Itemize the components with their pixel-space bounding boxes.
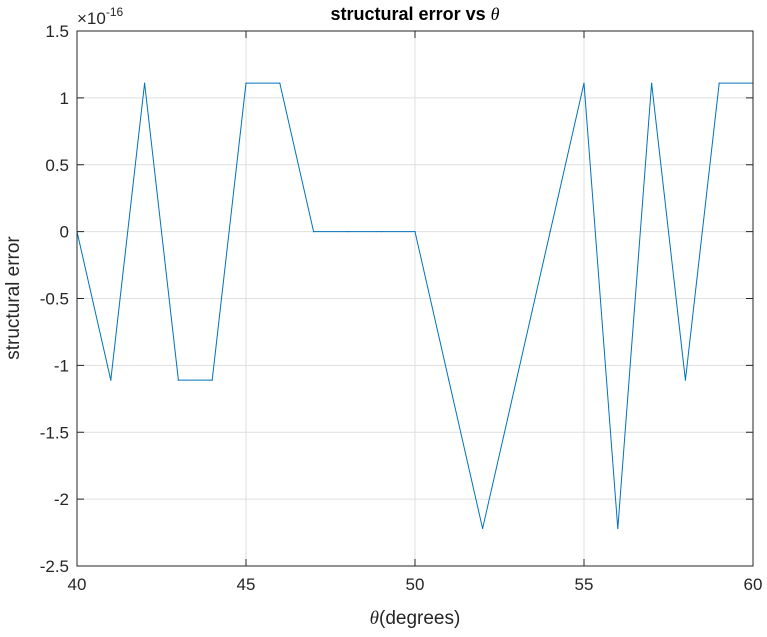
- chart-title: structural error vs θ: [331, 4, 500, 24]
- y-tick-label: -0.5: [40, 290, 69, 309]
- y-tick-label: 1: [60, 89, 69, 108]
- data-point: [549, 231, 551, 233]
- x-tick-label: 45: [237, 575, 256, 594]
- chart-title-symbol: θ: [491, 4, 500, 24]
- data-point: [177, 379, 179, 381]
- x-tick-label: 60: [744, 575, 763, 594]
- data-point: [684, 379, 687, 381]
- x-axis-label-text: (degrees): [379, 608, 460, 629]
- y-tick-label: 1.5: [45, 22, 69, 41]
- y-tick-label: -1: [54, 356, 69, 375]
- data-point: [211, 379, 213, 381]
- x-axis-label: θ(degrees): [370, 608, 461, 629]
- y-tick-label: 0.5: [45, 156, 69, 175]
- y-exponent-power: -16: [106, 5, 124, 19]
- x-tick-labels: 40 45 50 55 60: [68, 575, 763, 594]
- x-tick-label: 55: [575, 575, 594, 594]
- data-point: [617, 527, 619, 530]
- data-point: [279, 82, 281, 84]
- data-point: [245, 82, 247, 84]
- data-point: [346, 231, 348, 233]
- y-tick-label: 0: [60, 223, 69, 242]
- tick-marks: [76, 30, 754, 567]
- y-tick-labels: 1.5 1 0.5 0 -0.5 -1 -1.5 -2 -2.5: [40, 22, 69, 576]
- data-point: [414, 231, 416, 233]
- data-point: [313, 231, 315, 233]
- data-point: [718, 82, 720, 84]
- x-tick-label: 40: [68, 575, 87, 594]
- x-axis-label-symbol: θ: [370, 608, 379, 629]
- series-layer: [76, 82, 754, 530]
- data-point: [515, 379, 518, 381]
- y-exponent-label: ×10-16: [77, 5, 124, 28]
- y-tick-label: -1.5: [40, 423, 69, 442]
- y-tick-label: -2.5: [40, 557, 69, 576]
- y-exponent-base: ×10: [77, 9, 106, 28]
- data-point: [110, 379, 112, 381]
- data-point: [583, 82, 585, 84]
- data-point: [651, 82, 653, 84]
- data-point: [482, 527, 484, 530]
- chart-title-text: structural error vs: [331, 4, 486, 24]
- data-point: [380, 231, 382, 233]
- y-axis-label: structural error: [3, 236, 24, 360]
- x-tick-label: 50: [406, 575, 425, 594]
- data-point: [144, 82, 146, 84]
- y-tick-label: -2: [54, 490, 69, 509]
- data-point: [448, 379, 450, 381]
